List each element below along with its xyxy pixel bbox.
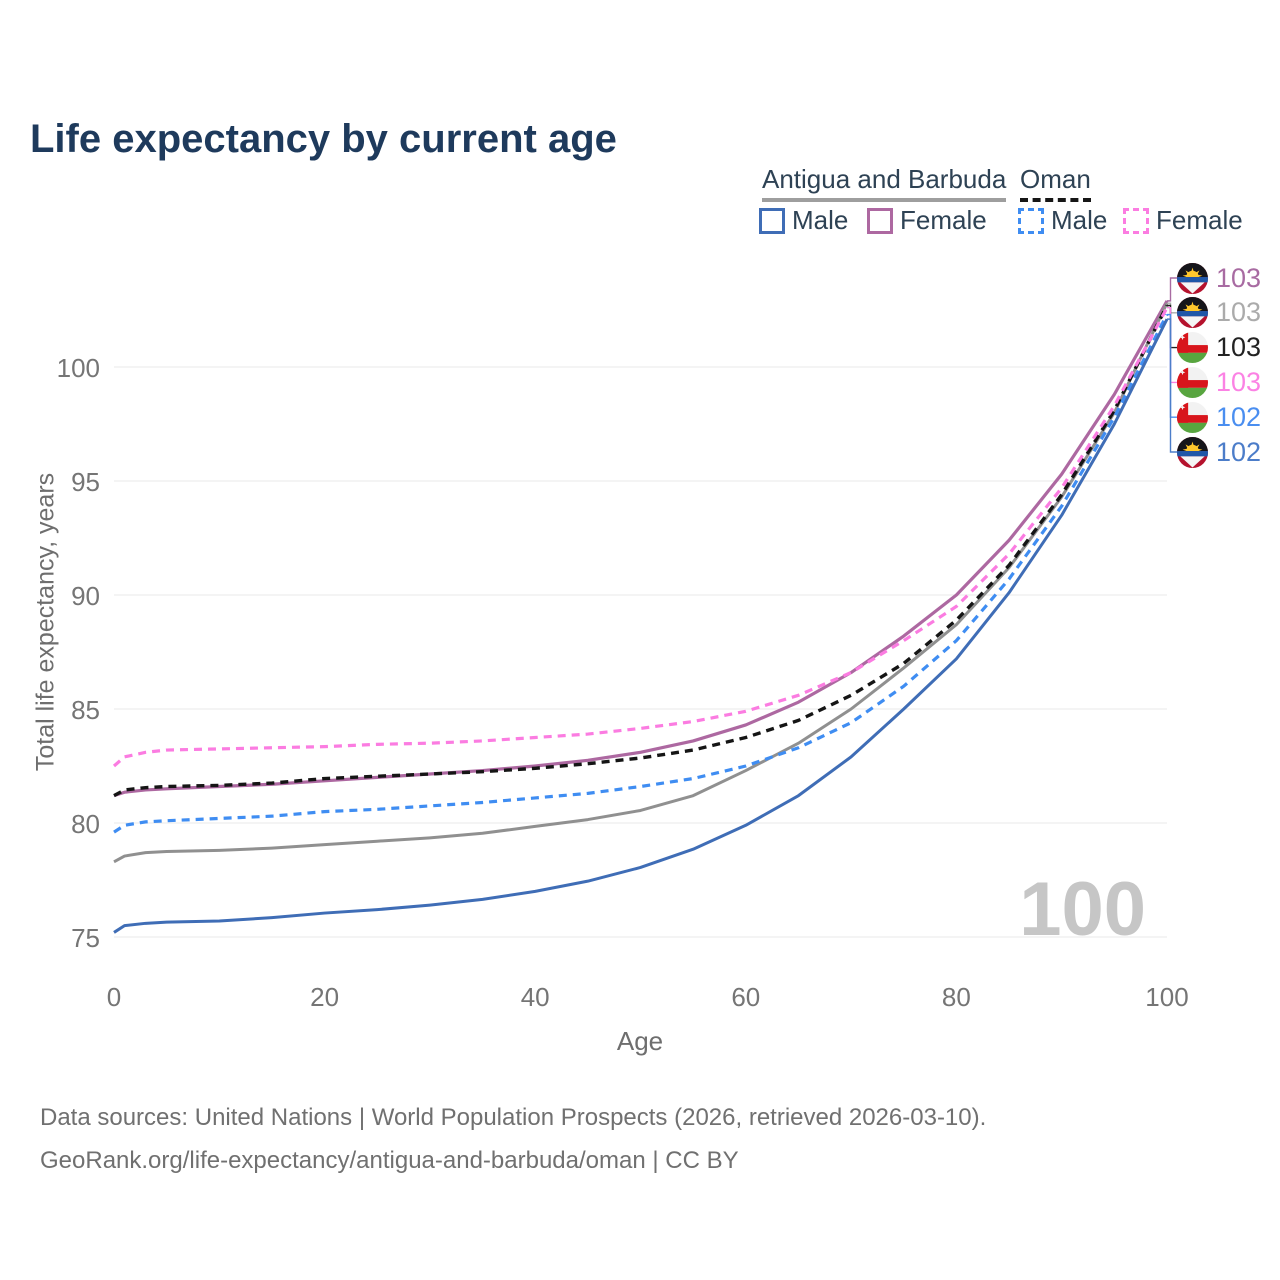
legend-item-antigua-male[interactable]: Male bbox=[759, 205, 848, 236]
antigua-barbuda-flag-icon bbox=[1177, 297, 1208, 329]
end-value: 102 bbox=[1216, 401, 1262, 432]
series-line bbox=[112, 306, 1169, 768]
y-axis-tick-label: 85 bbox=[71, 695, 100, 725]
legend-country-antigua-and-barbuda[interactable]: Antigua and Barbuda bbox=[762, 164, 1007, 202]
series-line bbox=[113, 313, 1169, 834]
legend-country-oman[interactable]: Oman bbox=[1020, 164, 1091, 202]
legend-item-oman-male[interactable]: Male bbox=[1018, 205, 1107, 236]
x-axis-tick-label: 20 bbox=[310, 982, 340, 1012]
y-axis-title: Total life expectancy, years bbox=[31, 472, 60, 772]
end-value: 103 bbox=[1216, 262, 1262, 293]
antigua-barbuda-flag-icon bbox=[1177, 262, 1208, 294]
x-axis-tick-label: 40 bbox=[520, 982, 550, 1012]
end-label-oman-female: 103 bbox=[1177, 366, 1261, 398]
end-label-antigua-male: 102 bbox=[1177, 436, 1261, 468]
data-source-line: Data sources: United Nations | World Pop… bbox=[40, 1104, 987, 1131]
attribution-line: GeoRank.org/life-expectancy/antigua-and-… bbox=[40, 1147, 739, 1174]
x-axis-tick-label: 0 bbox=[106, 982, 122, 1012]
y-axis-tick-label: 80 bbox=[71, 809, 100, 839]
antigua-male-swatch-icon bbox=[759, 207, 785, 234]
legend-item-antigua-female[interactable]: Female bbox=[867, 205, 987, 236]
age-counter-watermark: 100 bbox=[1019, 867, 1146, 952]
x-axis-tick-label: 100 bbox=[1145, 982, 1189, 1012]
end-value: 102 bbox=[1216, 436, 1262, 467]
end-label-oman-total: 103 bbox=[1177, 332, 1261, 364]
legend-label: Female bbox=[900, 205, 987, 235]
end-label-antigua-total: 103 bbox=[1177, 297, 1261, 329]
end-value: 103 bbox=[1216, 297, 1262, 328]
oman-flag-icon bbox=[1177, 366, 1208, 398]
y-axis-tick-label: 95 bbox=[71, 467, 100, 497]
legend-label: Male bbox=[1051, 205, 1108, 235]
x-axis-tick-label: 60 bbox=[731, 982, 761, 1012]
oman-flag-icon bbox=[1177, 332, 1208, 364]
series-line bbox=[113, 304, 1169, 798]
page-title: Life expectancy by current age bbox=[30, 116, 617, 161]
end-label-oman-male: 102 bbox=[1177, 401, 1261, 433]
series-line bbox=[113, 300, 1169, 798]
series-line bbox=[113, 318, 1169, 934]
y-axis-tick-label: 75 bbox=[71, 923, 100, 953]
legend-label: Male bbox=[792, 205, 849, 235]
legend: Antigua and Barbuda Oman Male Female Mal… bbox=[0, 0, 1280, 250]
x-axis-tick-label: 80 bbox=[941, 982, 971, 1012]
oman-female-swatch-icon bbox=[1123, 207, 1149, 234]
y-axis-tick-label: 100 bbox=[56, 353, 100, 383]
legend-item-oman-female[interactable]: Female bbox=[1123, 205, 1243, 236]
series-line bbox=[113, 302, 1169, 864]
end-label-antigua-female: 103 bbox=[1177, 262, 1261, 294]
y-axis-tick-label: 90 bbox=[71, 581, 100, 611]
end-value: 103 bbox=[1216, 366, 1262, 397]
end-value: 103 bbox=[1216, 332, 1262, 363]
oman-flag-icon bbox=[1177, 401, 1208, 433]
legend-label: Female bbox=[1156, 205, 1243, 235]
antigua-female-swatch-icon bbox=[867, 207, 893, 234]
antigua-barbuda-flag-icon bbox=[1177, 436, 1208, 468]
oman-male-swatch-icon bbox=[1018, 207, 1044, 234]
footer: Data sources: United Nations | World Pop… bbox=[40, 1096, 986, 1182]
x-axis-title: Age bbox=[616, 1026, 664, 1056]
